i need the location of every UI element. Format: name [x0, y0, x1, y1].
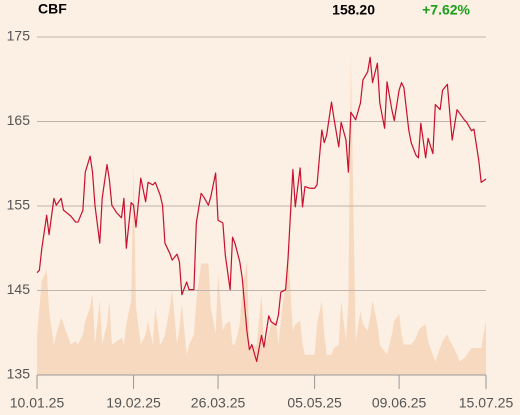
x-tick-label: 10.01.25	[10, 395, 65, 411]
x-tick-label: 26.03.25	[191, 395, 246, 411]
chart-title: CBF	[38, 1, 67, 17]
x-tick-label: 15.07.25	[459, 395, 514, 411]
volume-area	[37, 53, 486, 376]
price-change: +7.62%	[422, 2, 470, 18]
y-tick-label: 175	[7, 28, 31, 44]
y-tick-label: 155	[7, 197, 31, 213]
last-price: 158.20	[332, 2, 375, 18]
y-tick-label: 145	[7, 281, 31, 297]
x-tick-label: 05.05.25	[287, 395, 342, 411]
y-tick-label: 165	[7, 112, 31, 128]
y-tick-label: 135	[7, 366, 31, 382]
x-tick-label: 09.06.25	[372, 395, 427, 411]
price-line	[36, 56, 487, 363]
x-tick-label: 19.02.25	[106, 395, 161, 411]
